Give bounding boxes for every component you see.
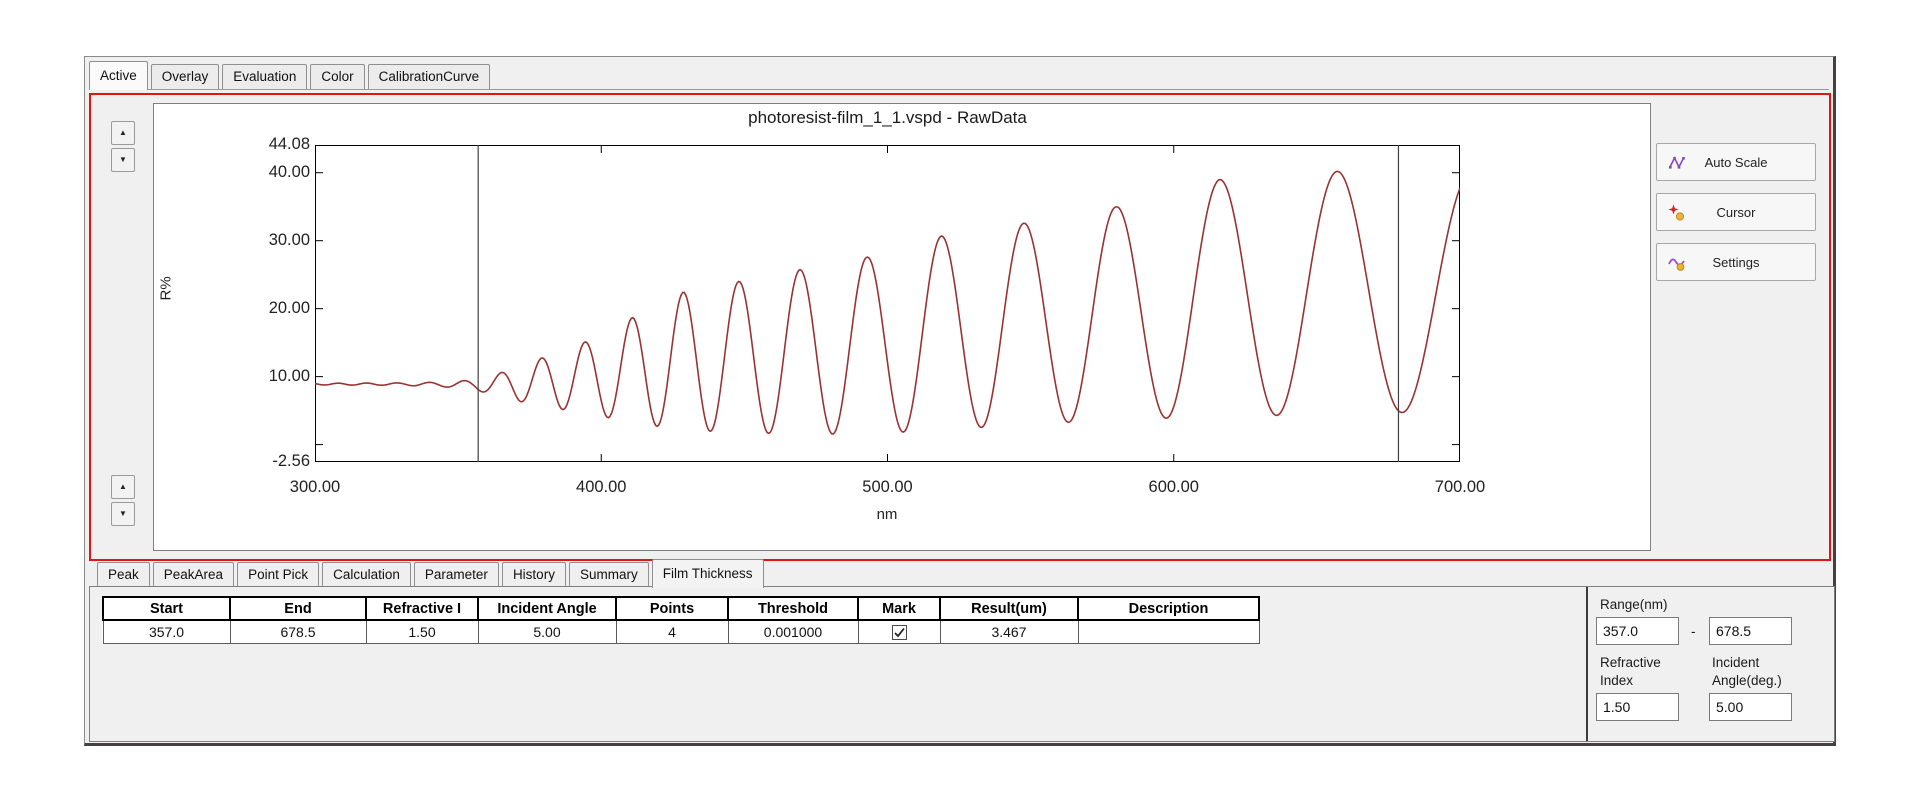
x-axis-label: nm bbox=[876, 506, 898, 523]
cell-mark[interactable] bbox=[857, 619, 941, 644]
column-header-start: Start bbox=[102, 596, 231, 621]
range-separator: - bbox=[1691, 624, 1696, 639]
button-label: Auto Scale bbox=[1704, 154, 1768, 170]
column-header-incident-angle: Incident Angle bbox=[477, 596, 617, 621]
y-tick-label: 44.08 bbox=[268, 135, 310, 153]
range-start-input[interactable] bbox=[1596, 617, 1679, 645]
settings-icon bbox=[1668, 254, 1686, 272]
column-header-description: Description bbox=[1077, 596, 1260, 621]
cell-incident-angle[interactable]: 5.00 bbox=[477, 619, 617, 644]
tab-summary[interactable]: Summary bbox=[568, 562, 649, 587]
incident-angle-input[interactable] bbox=[1709, 693, 1792, 721]
top-tab-strip: Active Overlay Evaluation Color CalibrationC… bbox=[89, 60, 1829, 90]
film-thickness-pane: Start End Refractive I Incident Angle Points… bbox=[89, 586, 1835, 742]
column-header-end: End bbox=[229, 596, 367, 621]
auto-scale-button[interactable]: Auto Scale bbox=[1656, 143, 1816, 181]
cell-refractive-i[interactable]: 1.50 bbox=[365, 619, 479, 644]
settings-button[interactable]: Settings bbox=[1656, 243, 1816, 281]
tab-peak[interactable]: Peak bbox=[97, 562, 150, 587]
range-panel: Range(nm) - Refractive Index Incident An… bbox=[1588, 587, 1834, 741]
y-scroll-down-button[interactable]: ▼ bbox=[111, 148, 135, 172]
cell-description[interactable] bbox=[1077, 619, 1260, 644]
tab-film-thickness[interactable]: Film Thickness bbox=[651, 559, 764, 588]
refractive-index-label-line2: Index bbox=[1600, 673, 1634, 688]
y-tick-label: 10.00 bbox=[268, 366, 310, 385]
range-label: Range(nm) bbox=[1600, 597, 1668, 612]
x-tick-label: 300.00 bbox=[289, 478, 341, 496]
x-tick-label: 600.00 bbox=[1148, 478, 1199, 496]
range-end-input[interactable] bbox=[1709, 617, 1792, 645]
table-row: 357.0 678.5 1.50 5.00 4 0.001000 3.467 bbox=[102, 619, 1260, 644]
bottom-tab-strip: Peak PeakArea Point Pick Calculation Paramet… bbox=[97, 557, 767, 588]
tab-evaluation[interactable]: Evaluation bbox=[222, 64, 308, 89]
refractive-index-label-line1: Refractive bbox=[1600, 655, 1661, 670]
cell-start[interactable]: 357.0 bbox=[102, 619, 231, 644]
column-header-points: Points bbox=[615, 596, 729, 621]
tab-calibrationcurve[interactable]: CalibrationCurve bbox=[367, 64, 491, 89]
cell-end[interactable]: 678.5 bbox=[229, 619, 367, 644]
tab-active[interactable]: Active bbox=[89, 61, 148, 90]
tab-point-pick[interactable]: Point Pick bbox=[237, 562, 320, 587]
y-tick-label: 40.00 bbox=[268, 162, 310, 181]
tab-peakarea[interactable]: PeakArea bbox=[152, 562, 235, 587]
chart-button-column: Auto Scale Cursor Settings bbox=[1656, 143, 1818, 293]
cell-threshold[interactable]: 0.001000 bbox=[727, 619, 859, 644]
pane-divider bbox=[1586, 587, 1588, 741]
y-tick-label: 20.00 bbox=[268, 298, 310, 317]
x-tick-label: 700.00 bbox=[1434, 478, 1486, 496]
column-header-result-um: Result(um) bbox=[939, 596, 1079, 621]
plot-border bbox=[315, 145, 1460, 462]
button-label: Settings bbox=[1712, 254, 1760, 270]
plot-area[interactable] bbox=[315, 145, 1460, 462]
chart-panel: ▲ ▼ ▲ ▼ photoresist-film_1_1.vspd - RawD… bbox=[89, 93, 1831, 561]
y-tick-label: -2.56 bbox=[272, 452, 310, 470]
cell-result-um[interactable]: 3.467 bbox=[939, 619, 1079, 644]
incident-angle-label-line2: Angle(deg.) bbox=[1712, 673, 1782, 688]
tab-history[interactable]: History bbox=[501, 562, 566, 587]
cursor-button[interactable]: Cursor bbox=[1656, 193, 1816, 231]
tab-calculation[interactable]: Calculation bbox=[322, 562, 411, 587]
x-scroll-up-button[interactable]: ▲ bbox=[111, 475, 135, 499]
tab-color[interactable]: Color bbox=[310, 64, 365, 89]
cursor-icon bbox=[1668, 204, 1686, 222]
button-label: Cursor bbox=[1716, 204, 1756, 220]
tab-parameter[interactable]: Parameter bbox=[413, 562, 499, 587]
column-header-mark: Mark bbox=[857, 596, 941, 621]
application-window: Active Overlay Evaluation Color CalibrationC… bbox=[84, 56, 1836, 746]
incident-angle-label-line1: Incident bbox=[1712, 655, 1760, 670]
film-thickness-table: Start End Refractive I Incident Angle Points… bbox=[102, 596, 1260, 644]
spectrum-curve bbox=[315, 170, 1460, 435]
mark-checkbox[interactable] bbox=[891, 625, 907, 641]
x-tick-label: 500.00 bbox=[862, 478, 913, 496]
y-axis-label: R% bbox=[157, 276, 175, 301]
refractive-index-input[interactable] bbox=[1596, 693, 1679, 721]
tab-overlay[interactable]: Overlay bbox=[150, 64, 220, 89]
x-tick-label: 400.00 bbox=[576, 478, 627, 496]
y-scroll-up-button[interactable]: ▲ bbox=[111, 121, 135, 145]
chart-area: photoresist-film_1_1.vspd - RawData R% n… bbox=[153, 103, 1651, 551]
column-header-refractive-i: Refractive I bbox=[365, 596, 479, 621]
chart-title: photoresist-film_1_1.vspd - RawData bbox=[748, 108, 1027, 127]
x-scroll-down-button[interactable]: ▼ bbox=[111, 502, 135, 526]
auto-scale-icon bbox=[1668, 154, 1686, 172]
cell-points[interactable]: 4 bbox=[615, 619, 729, 644]
column-header-threshold: Threshold bbox=[727, 596, 859, 621]
y-tick-label: 30.00 bbox=[268, 230, 310, 249]
